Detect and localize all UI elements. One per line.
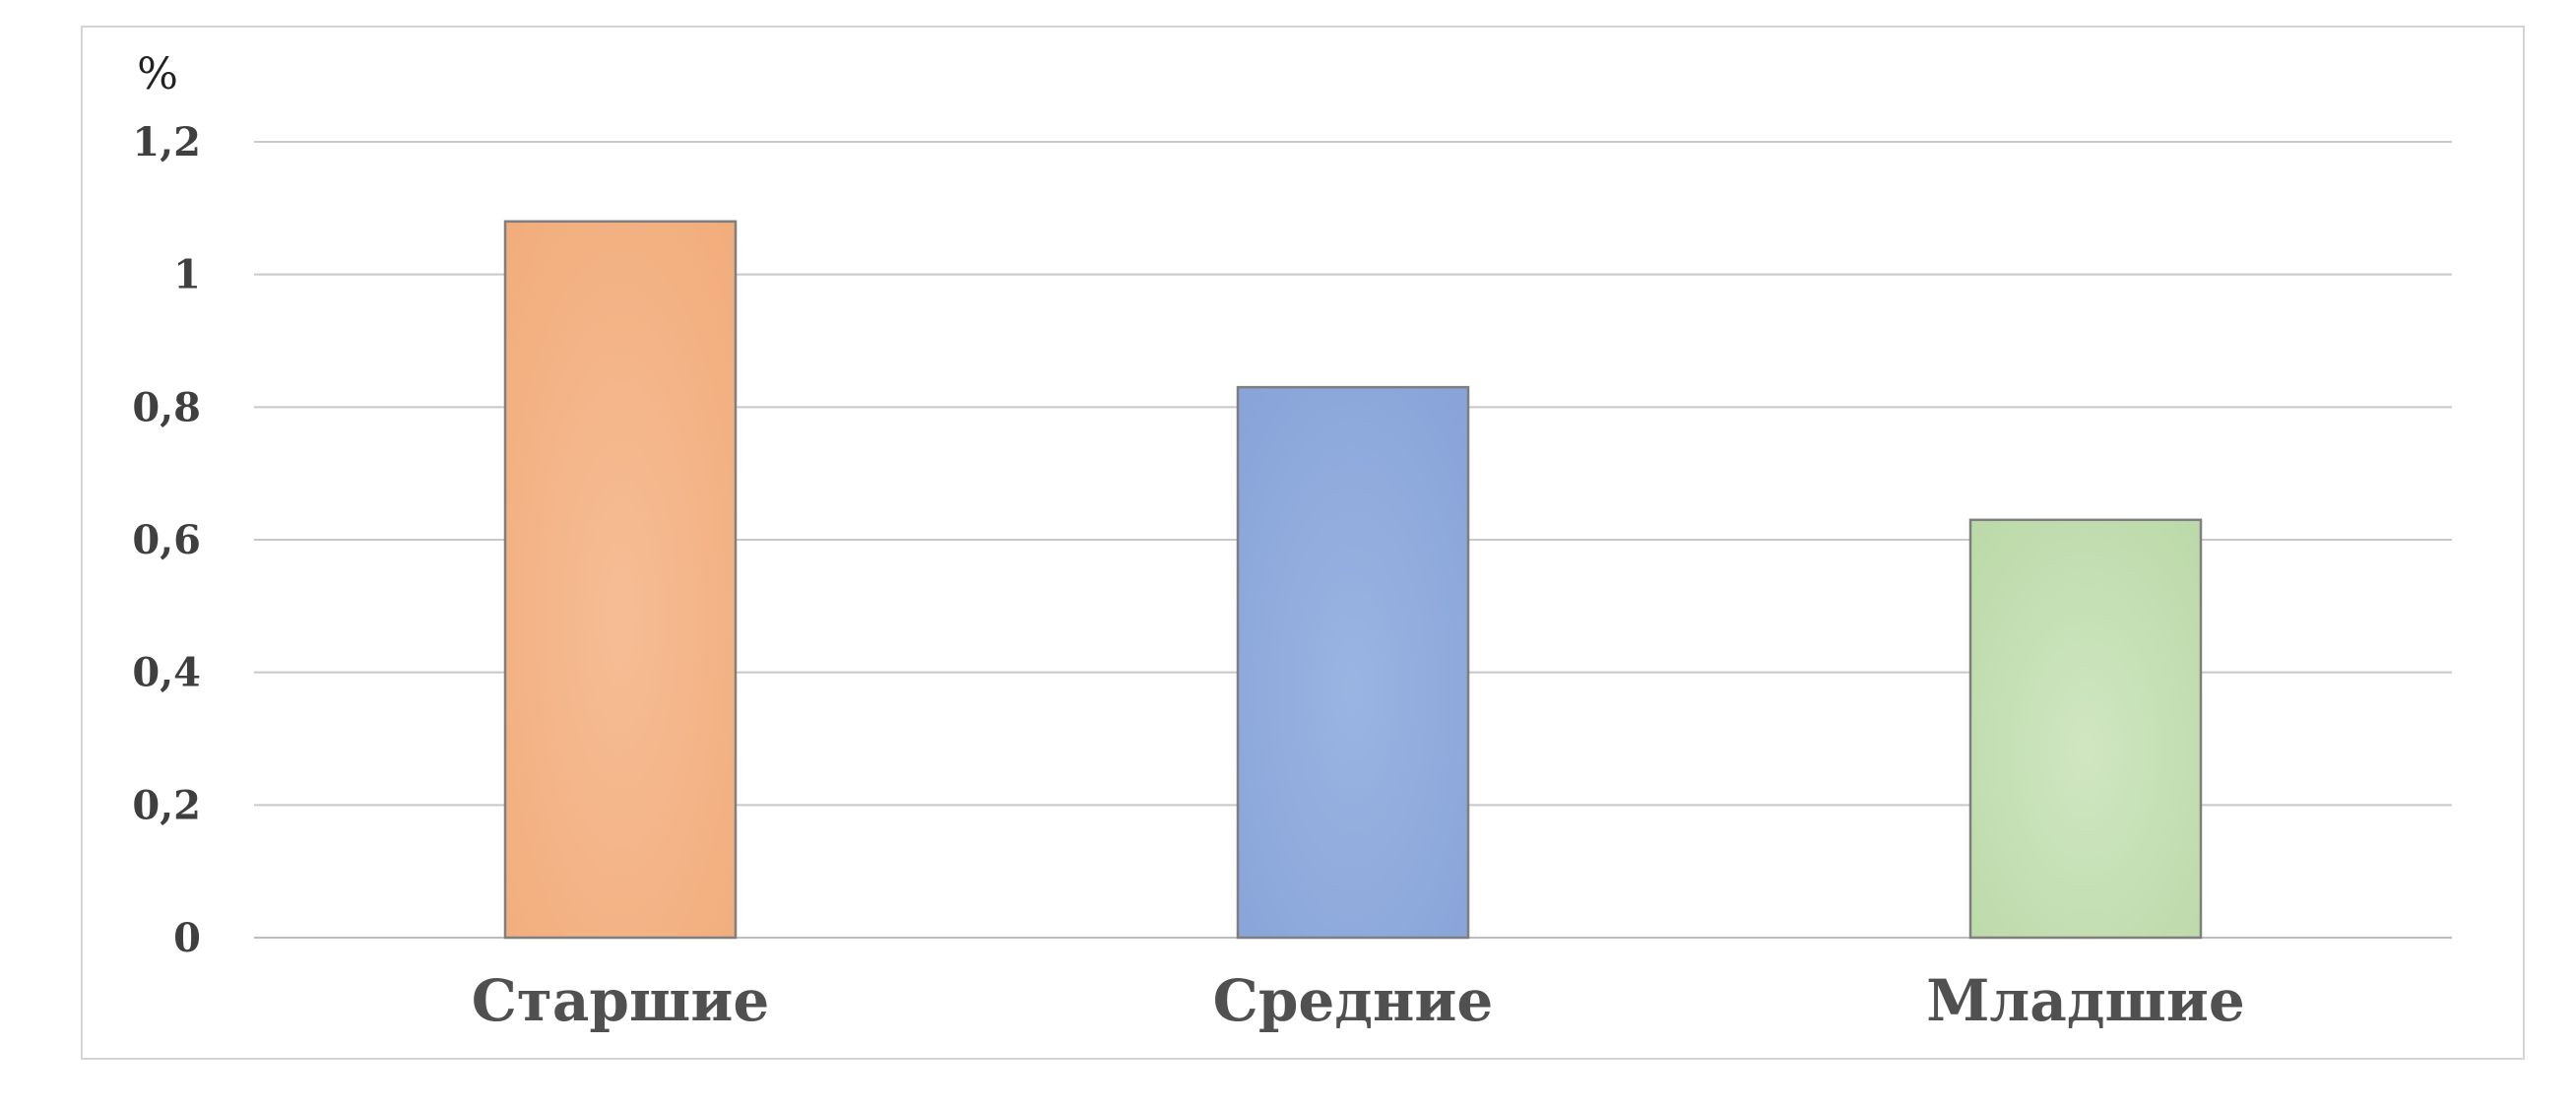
- x-category-label: Младшие: [1926, 967, 2245, 1034]
- y-tick-label: 1: [173, 252, 201, 298]
- bar-0: [503, 220, 738, 940]
- bar-1: [1236, 385, 1470, 940]
- y-tick-label: 0,4: [132, 650, 201, 696]
- y-tick-label: 1,2: [132, 119, 201, 165]
- x-axis: Старшие Средние Младшие: [472, 967, 2245, 1034]
- y-tick-label: 0,2: [132, 782, 201, 828]
- bars: [503, 220, 2203, 940]
- y-axis-unit-label: %: [137, 49, 178, 99]
- y-tick-label: 0: [173, 915, 201, 961]
- x-category-label: Старшие: [472, 967, 770, 1034]
- y-tick-label: 0,6: [132, 517, 201, 563]
- y-axis: % 0 0,2 0,4 0,6 0,8 1 1,2: [132, 49, 201, 961]
- x-category-label: Средние: [1213, 967, 1494, 1034]
- bar-2: [1968, 518, 2203, 940]
- y-tick-label: 0,8: [132, 384, 201, 430]
